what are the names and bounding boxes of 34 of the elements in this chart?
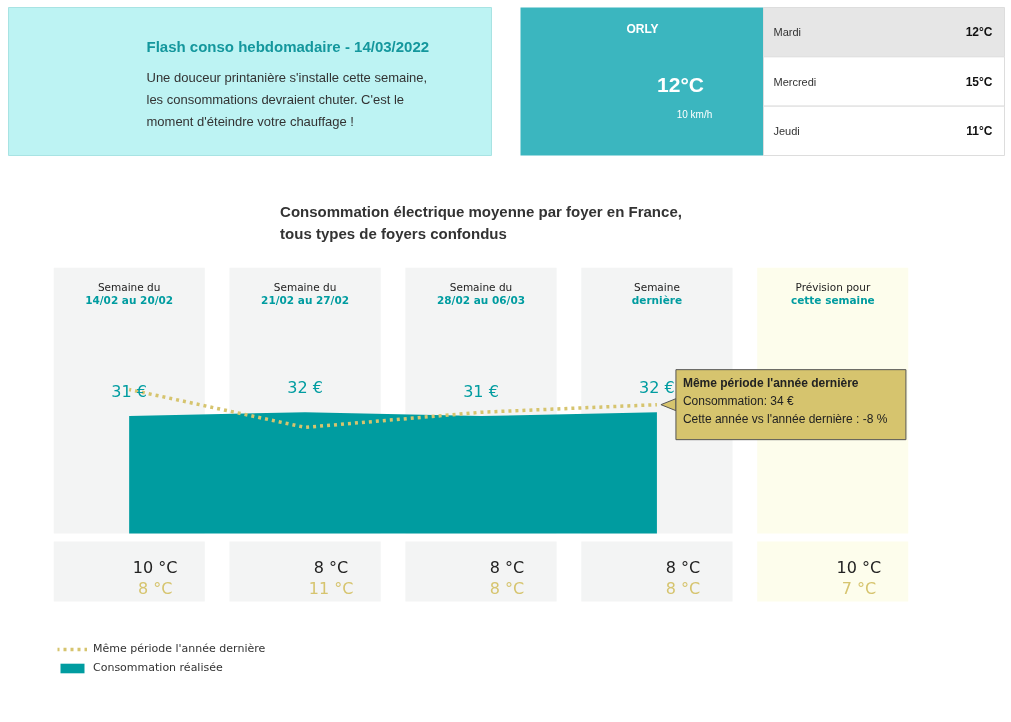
text: 11°C	[966, 123, 993, 138]
x-tick-label: Prévision pour cette semaine	[790, 280, 875, 306]
x-tick-label: Semaine dernière	[631, 280, 683, 306]
x-tick-label: Semaine du 28/02 au 06/03	[437, 280, 526, 306]
text: 8 °C	[489, 558, 525, 577]
text: 7 °C	[841, 579, 877, 598]
text: 8 °C	[665, 579, 701, 598]
text: 10 km/h	[676, 109, 713, 120]
text: Flash conso hebdomadaire - 14/03/2022	[146, 38, 430, 55]
text: 8 °C	[137, 579, 173, 598]
data-label: 32 €	[639, 377, 675, 397]
chart-title: Consommation électrique moyenne par foyer en France, tous types de foyers confondus	[280, 202, 682, 243]
annotation: Même période l'année dernière Consommation: 34 € Cette année vs l'année dernière : -8 %	[682, 375, 888, 426]
data-label: 31 €	[111, 381, 147, 401]
text: 8 °C	[665, 558, 701, 577]
text: Mardi	[773, 26, 802, 39]
text: Jeudi	[773, 124, 800, 137]
text: 10 °C	[836, 558, 882, 577]
text: 8 °C	[313, 558, 349, 577]
legend-label: Même période l'année dernière	[93, 641, 266, 657]
text: 15°C	[965, 74, 993, 89]
text: 10 °C	[132, 558, 178, 577]
x-tick-label: Semaine du 21/02 au 27/02	[261, 280, 350, 306]
text: 12°C	[657, 73, 704, 96]
legend-label: Consommation réalisée	[93, 660, 223, 676]
text: Mercredi	[773, 75, 817, 88]
x-tick-label: Semaine du 14/02 au 20/02	[85, 280, 174, 306]
text: 12°C	[965, 25, 993, 40]
text: 11 °C	[308, 579, 354, 598]
data-label: 31 €	[463, 381, 499, 401]
text: ORLY	[626, 21, 659, 36]
text: Une douceur printanière s'installe cette semaine, les consommations devraient chuter. C'est le moment d'éteindre votre chauffage !	[146, 70, 428, 129]
data-label: 32 €	[287, 377, 323, 397]
text: 8 °C	[489, 579, 525, 598]
